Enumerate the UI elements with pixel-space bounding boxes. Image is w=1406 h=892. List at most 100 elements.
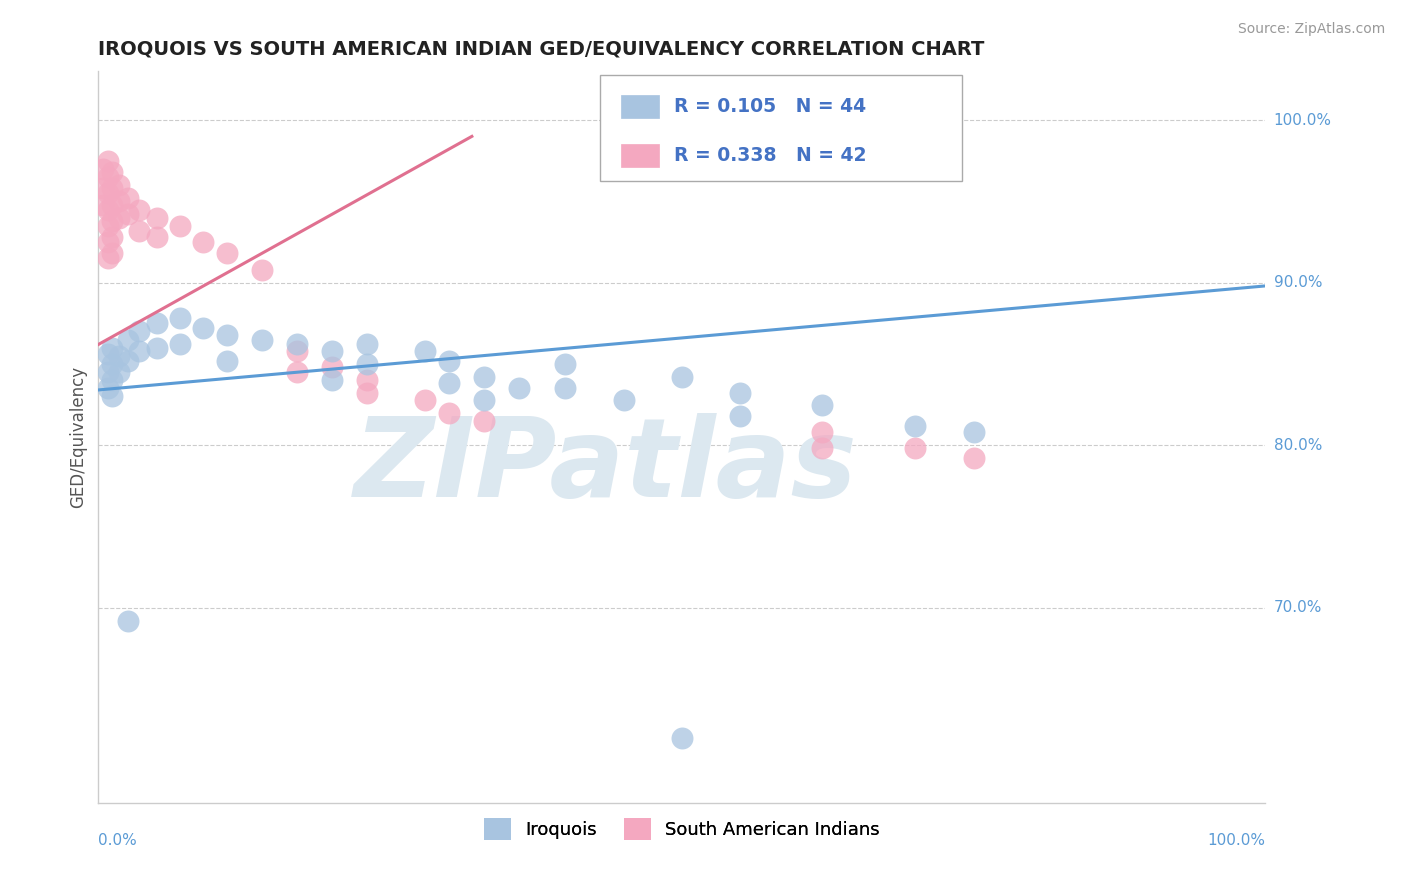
Point [811,425,834,440]
Point [730,409,752,423]
Text: IROQUOIS VS SOUTH AMERICAN INDIAN GED/EQUIVALENCY CORRELATION CHART: IROQUOIS VS SOUTH AMERICAN INDIAN GED/EQ… [98,39,984,59]
Point [472,392,495,407]
Point [101,341,124,355]
Point [437,406,460,420]
Point [356,357,378,371]
Text: R = 0.338   N = 42: R = 0.338 N = 42 [673,146,866,165]
Point [108,194,131,209]
Point [613,392,636,407]
Point [437,353,460,368]
Point [671,731,693,745]
Point [97,235,120,249]
Point [730,386,752,401]
Point [97,365,120,379]
Text: R = 0.105   N = 44: R = 0.105 N = 44 [673,97,866,116]
Point [321,343,343,358]
Point [128,202,150,217]
Point [508,381,530,395]
Point [101,246,124,260]
Text: Source: ZipAtlas.com: Source: ZipAtlas.com [1237,22,1385,37]
Point [321,373,343,387]
FancyBboxPatch shape [600,75,962,181]
Point [169,337,191,351]
Point [215,246,238,260]
Point [128,343,150,358]
Point [472,414,495,428]
Point [554,381,576,395]
Point [101,197,124,211]
Point [97,381,120,395]
Point [215,353,238,368]
Point [554,357,576,371]
Point [472,370,495,384]
Point [108,211,131,225]
Point [97,169,120,184]
Text: 0.0%: 0.0% [98,833,138,848]
Point [413,343,436,358]
Point [117,191,139,205]
Point [904,442,927,456]
Point [101,181,124,195]
Point [97,153,120,168]
Point [101,389,124,403]
Point [97,252,120,266]
Point [169,219,191,233]
Point [108,349,131,363]
Point [108,365,131,379]
Point [215,327,238,342]
Point [146,341,169,355]
Point [97,219,120,233]
Point [962,451,984,466]
Point [91,161,114,176]
Point [97,202,120,217]
Point [117,353,139,368]
Point [811,442,834,456]
FancyBboxPatch shape [621,144,658,168]
Point [128,224,150,238]
Point [117,333,139,347]
Point [285,337,308,351]
Point [321,360,343,375]
Text: 80.0%: 80.0% [1274,438,1322,453]
Point [671,370,693,384]
Point [146,230,169,244]
Point [437,376,460,391]
FancyBboxPatch shape [621,95,658,118]
Point [97,347,120,361]
Text: 90.0%: 90.0% [1274,275,1322,290]
Point [101,230,124,244]
Point [101,165,124,179]
Point [285,365,308,379]
Point [904,418,927,433]
Point [285,343,308,358]
Point [250,333,273,347]
Point [128,325,150,339]
Point [117,614,139,628]
Text: 100.0%: 100.0% [1274,112,1331,128]
Text: 70.0%: 70.0% [1274,600,1322,615]
Text: ZIPatlas: ZIPatlas [354,413,858,520]
Point [356,386,378,401]
Point [101,357,124,371]
Point [356,337,378,351]
Point [193,235,215,249]
Point [169,311,191,326]
Point [101,214,124,228]
Point [146,316,169,330]
Point [117,207,139,221]
Text: 100.0%: 100.0% [1208,833,1265,848]
Point [91,181,114,195]
Point [108,178,131,193]
Point [91,197,114,211]
Y-axis label: GED/Equivalency: GED/Equivalency [69,366,87,508]
Point [97,186,120,201]
Point [356,373,378,387]
Point [811,398,834,412]
Point [250,262,273,277]
Point [101,373,124,387]
Legend: Iroquois, South American Indians: Iroquois, South American Indians [475,808,889,848]
Point [193,321,215,335]
Point [413,392,436,407]
Point [962,425,984,440]
Point [146,211,169,225]
